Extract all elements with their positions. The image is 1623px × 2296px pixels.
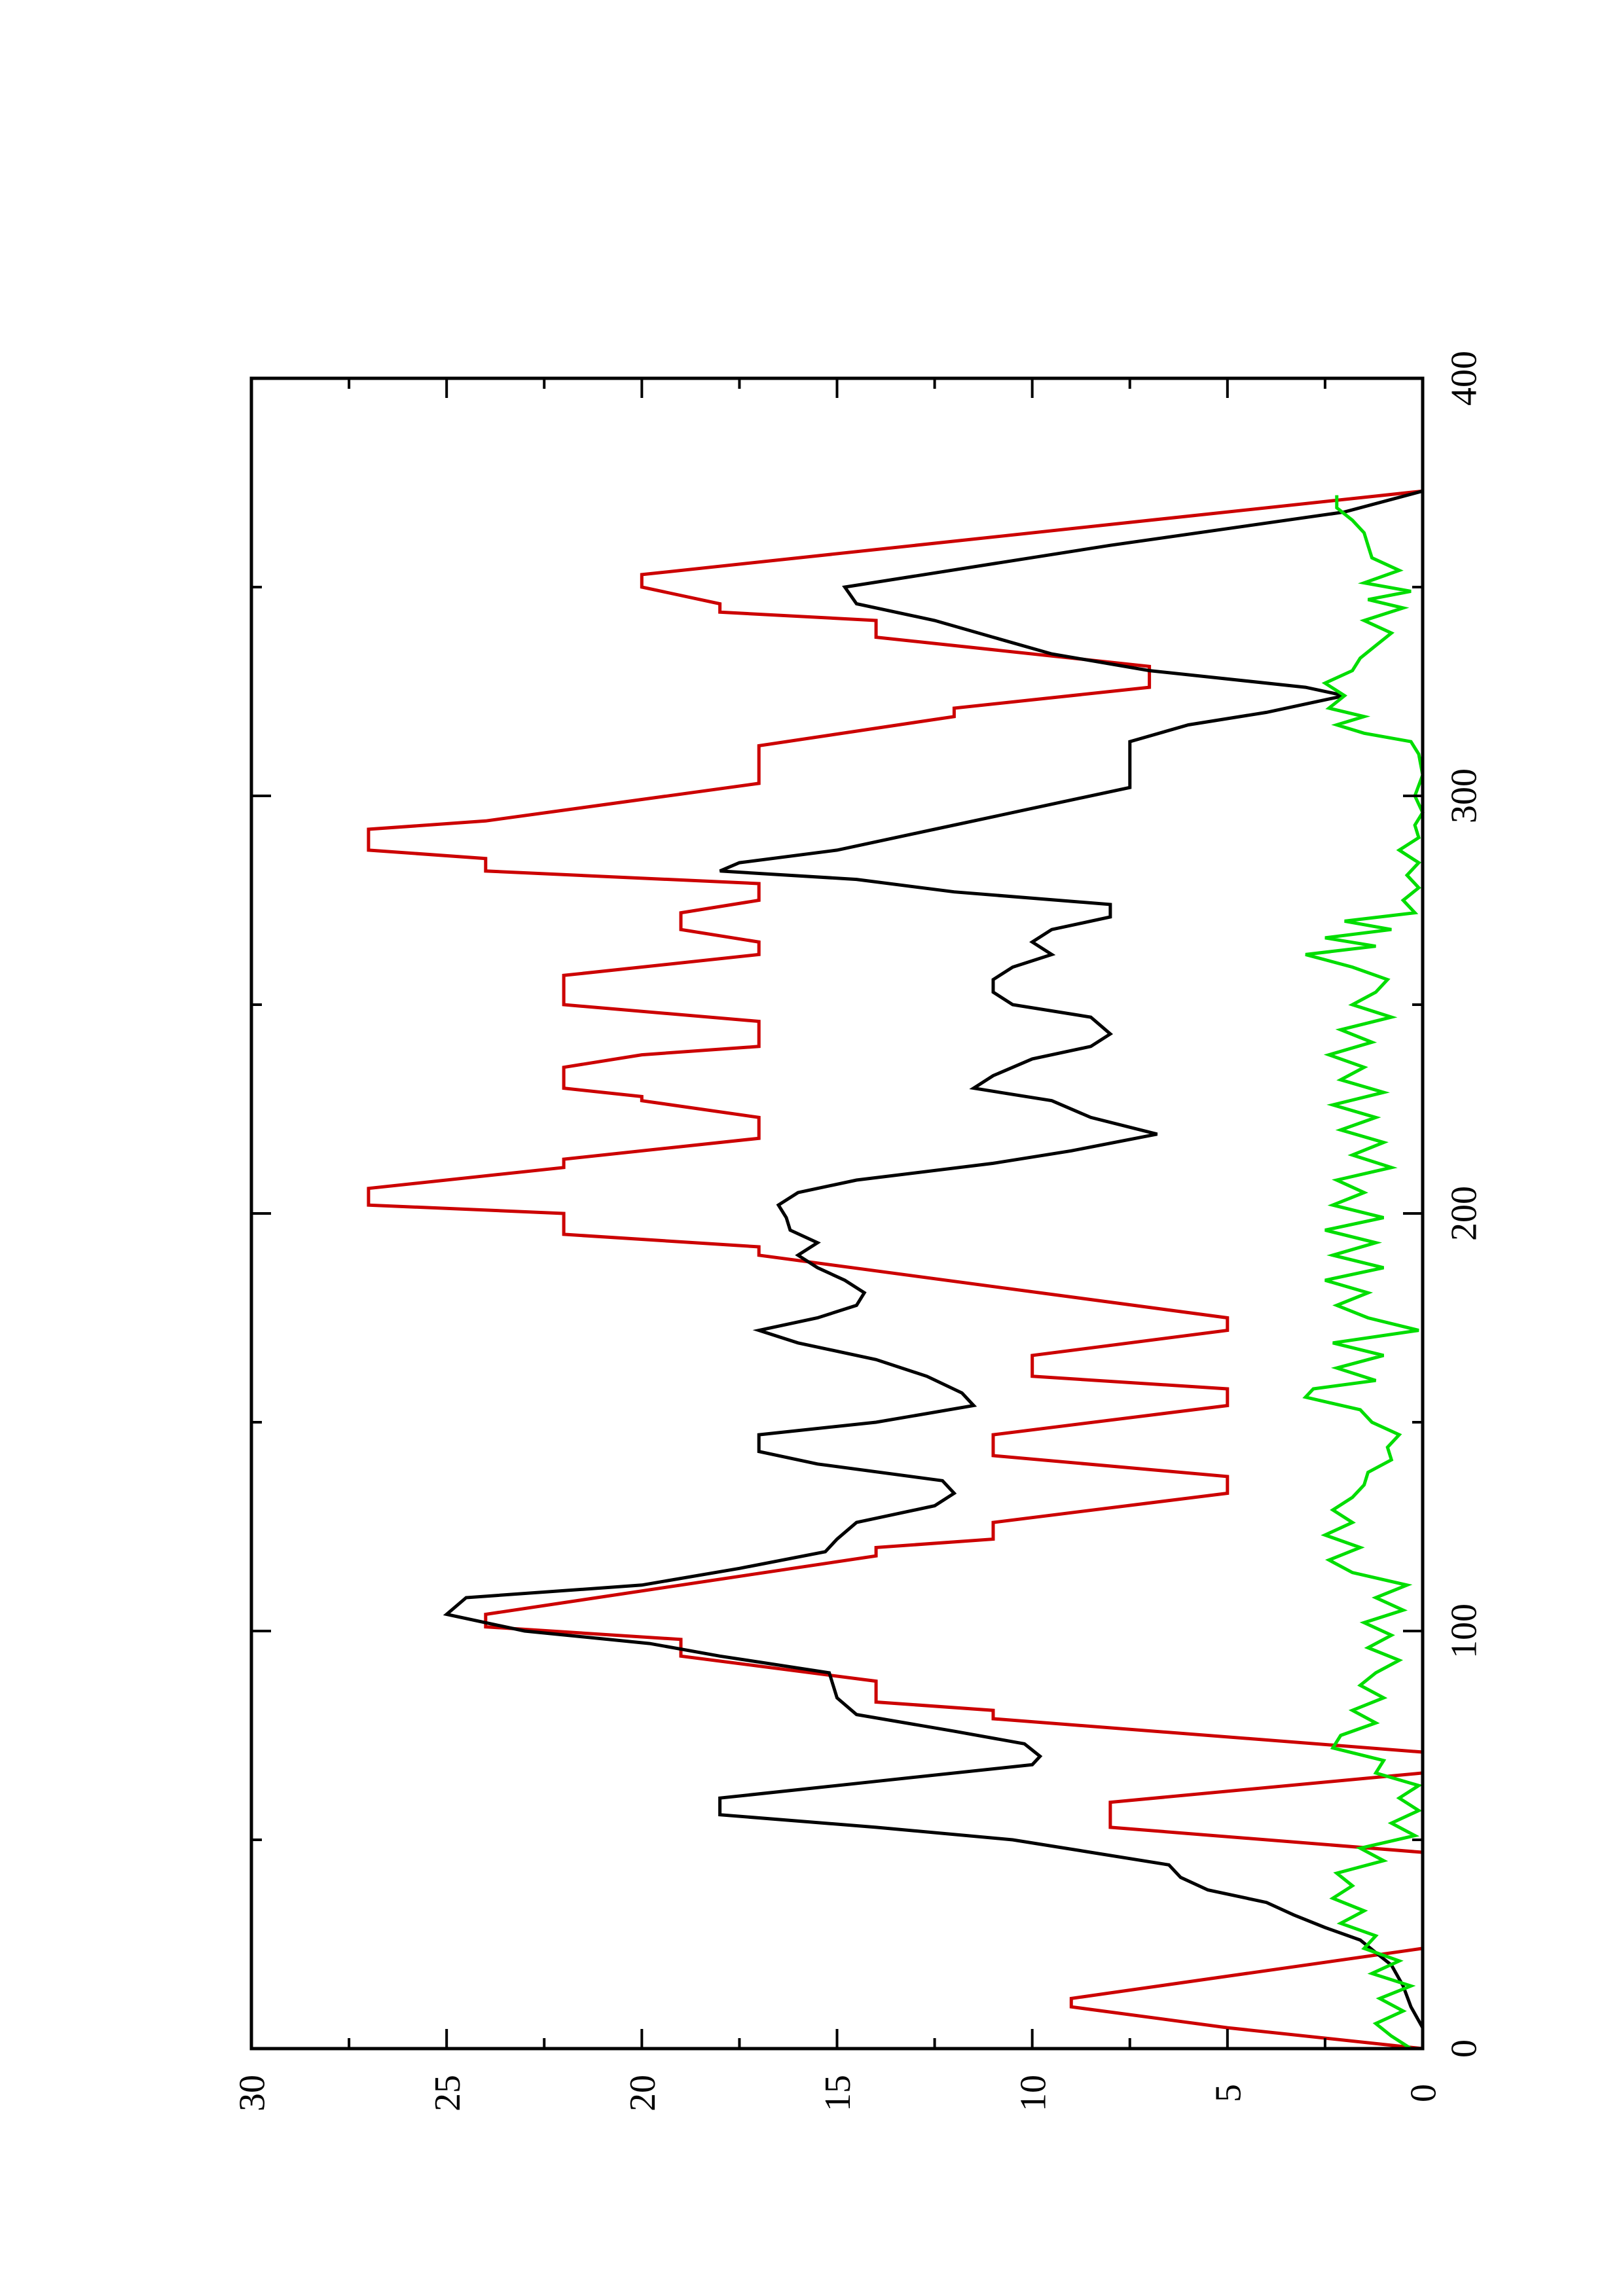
y-tick-label: 30 <box>232 2075 273 2111</box>
x-tick-label: 100 <box>1444 1604 1485 1659</box>
y-tick-label: 0 <box>1404 2084 1444 2102</box>
y-tick-label: 10 <box>1013 2075 1053 2111</box>
y-tick-label: 25 <box>428 2075 468 2111</box>
x-tick-label: 200 <box>1444 1186 1485 1241</box>
y-tick-label: 15 <box>818 2075 858 2111</box>
series-line-3 <box>1302 495 1425 2051</box>
series-line-1 <box>367 489 1425 2051</box>
y-tick-label: 20 <box>623 2075 663 2111</box>
series-layer <box>367 489 1425 2051</box>
ticks-layer <box>250 377 1424 2050</box>
x-tick-label: 0 <box>1444 2039 1485 2058</box>
series-line-2 <box>443 489 1425 2049</box>
tick-labels: 0 100 200 300 400 0 5 10 15 20 25 30 <box>232 351 1485 2111</box>
plot-frame <box>249 376 1425 2051</box>
x-tick-label: 400 <box>1444 351 1485 406</box>
y-tick-label: 5 <box>1208 2084 1249 2102</box>
x-tick-label: 300 <box>1444 768 1485 823</box>
plot-area <box>249 376 1425 2051</box>
